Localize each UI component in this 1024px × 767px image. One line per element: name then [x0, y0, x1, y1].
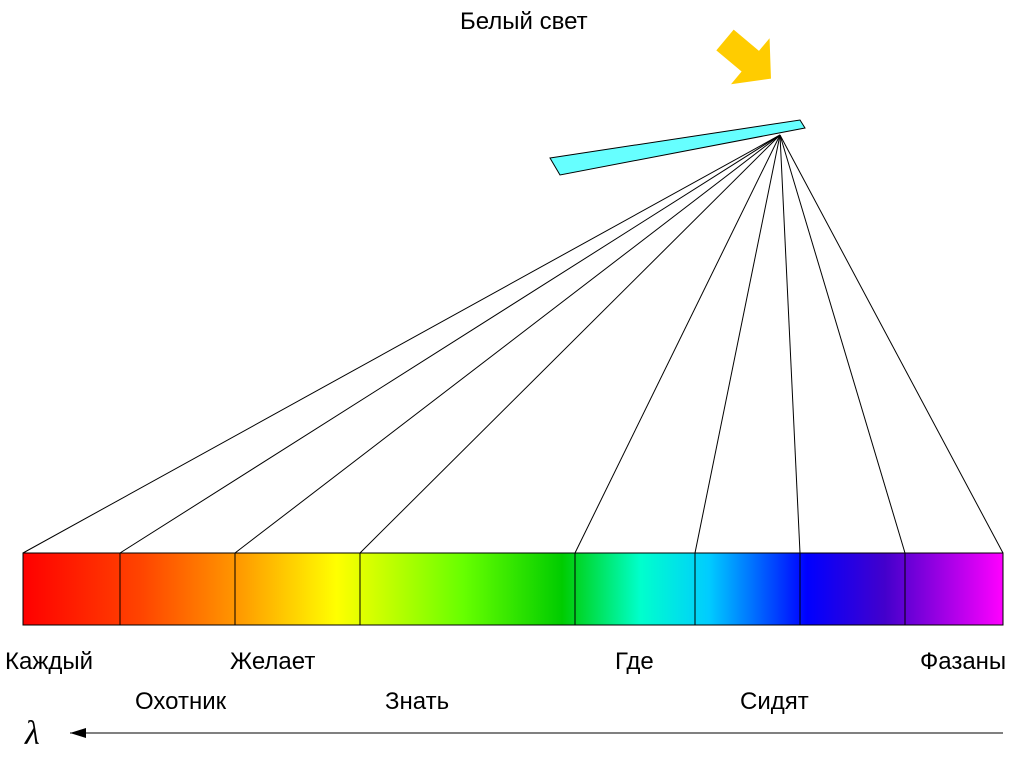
spectrum-bar	[23, 553, 1003, 625]
mnemonic-label: Желает	[230, 648, 315, 676]
title-white-light: Белый свет	[460, 8, 588, 36]
mnemonic-label: Охотник	[135, 688, 226, 716]
mnemonic-label: Где	[615, 648, 654, 676]
lambda-symbol: λ	[24, 715, 40, 752]
mnemonic-label: Знать	[385, 688, 449, 716]
mnemonic-label: Каждый	[5, 648, 93, 676]
mnemonic-label: Сидят	[740, 688, 809, 716]
spectrum-diagram: λ	[0, 0, 1024, 767]
mnemonic-label: Фазаны	[920, 648, 1006, 676]
incoming-light-arrow-icon	[706, 17, 791, 102]
dispersion-rays	[23, 135, 1003, 553]
wavelength-arrow	[70, 728, 1003, 738]
